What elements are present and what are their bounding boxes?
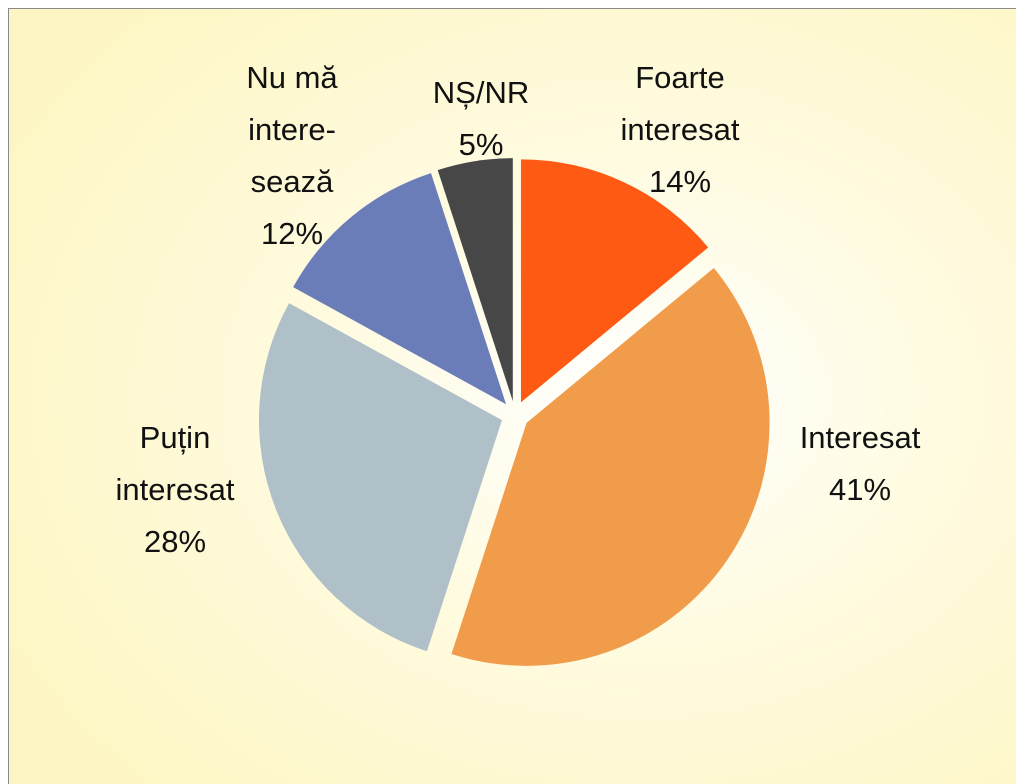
slice-value-label: 41% — [829, 472, 891, 507]
pie-slice — [258, 303, 502, 652]
slice-label: interesat — [116, 472, 235, 507]
slice-value-label: 5% — [459, 127, 504, 162]
pie-slice — [520, 159, 709, 403]
slice-label: Interesat — [800, 420, 921, 455]
slice-label: intere- — [248, 112, 336, 147]
slice-label: sează — [251, 164, 334, 199]
pie-slice — [451, 267, 770, 666]
slice-label: Foarte — [635, 60, 725, 95]
slice-value-label: 12% — [261, 216, 323, 251]
slice-value-label: 28% — [144, 524, 206, 559]
slice-label: Nu mă — [246, 60, 338, 95]
slice-value-label: 14% — [649, 164, 711, 199]
pie-slice — [293, 173, 507, 405]
slice-label: NȘ/NR — [433, 75, 529, 110]
slice-label: interesat — [621, 112, 740, 147]
pie-slice — [437, 158, 513, 402]
slice-label: Puțin — [140, 420, 211, 455]
